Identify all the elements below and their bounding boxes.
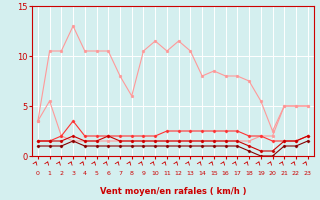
X-axis label: Vent moyen/en rafales ( km/h ): Vent moyen/en rafales ( km/h ) [100,187,246,196]
